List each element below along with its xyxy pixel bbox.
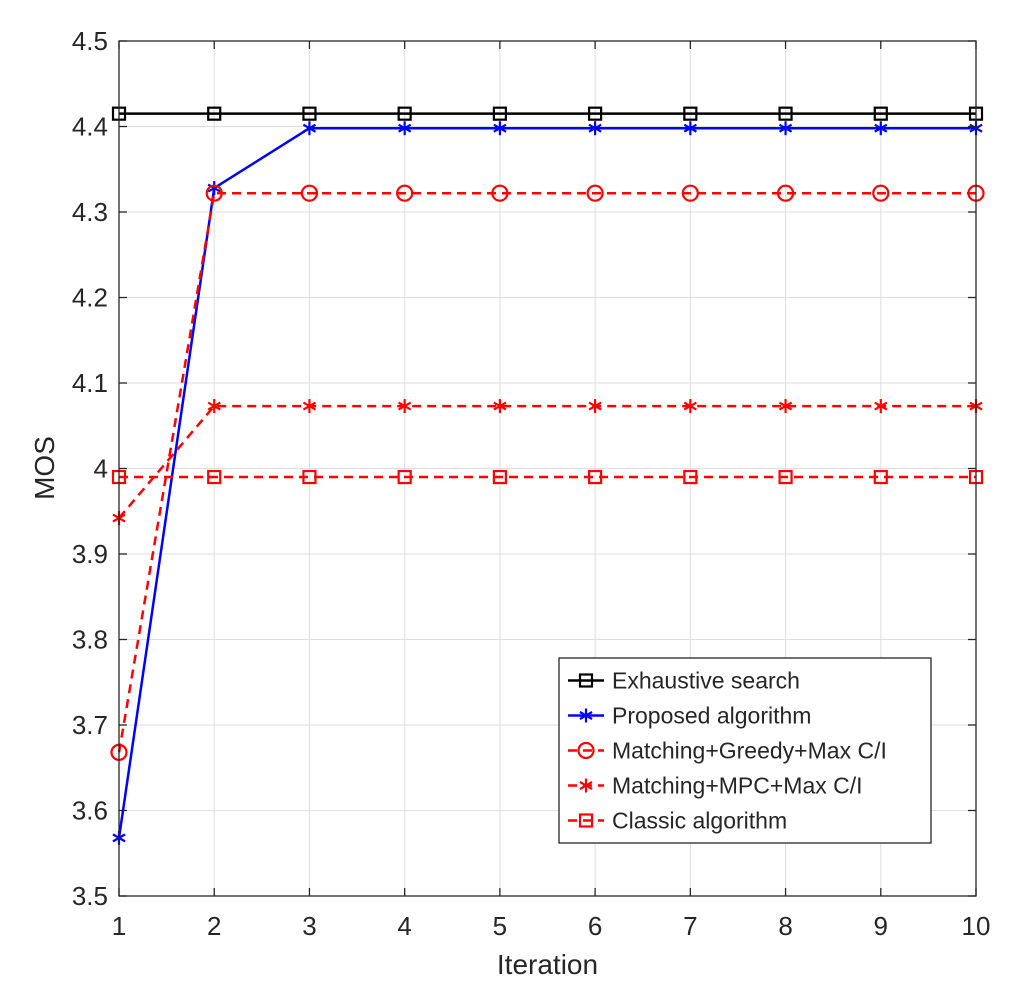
y-tick-label: 4.4 (72, 112, 108, 142)
legend-entry: Matching+MPC+Max C/I (568, 773, 863, 799)
x-tick-label: 9 (874, 911, 888, 941)
square-marker (683, 469, 698, 485)
square-marker (207, 106, 222, 121)
circle-marker (776, 184, 795, 202)
asterisk-marker (874, 399, 888, 414)
y-tick-label: 3.6 (72, 796, 108, 826)
asterisk-marker (683, 399, 697, 414)
axis-ticks: 1 2 3 4 5 6 7 8 9 10 3.5 3.6 3.7 3.8 3.9 4 4.1 4.2 4.3 4.4 4… (72, 26, 991, 941)
legend-label: Proposed algorithm (612, 703, 811, 729)
circle-marker (491, 184, 509, 202)
y-tick-label: 4 (94, 454, 108, 484)
square-marker (778, 469, 793, 485)
x-tick-label: 1 (112, 911, 126, 941)
legend-entry: Exhaustive search (568, 668, 800, 694)
legend-entry: Proposed algorithm (568, 703, 811, 729)
x-tick-label: 5 (493, 911, 507, 941)
legend: Exhaustive search Proposed algorithm Match… (558, 657, 932, 844)
y-tick-label: 4.5 (72, 26, 108, 56)
circle-marker (205, 184, 223, 202)
square-marker (588, 469, 603, 485)
square-marker (397, 469, 412, 485)
y-tick-label: 4.3 (72, 197, 108, 227)
square-marker (302, 106, 317, 121)
legend-entry: Matching+Greedy+Max C/I (568, 738, 887, 764)
legend-entry: Classic algorithm (568, 808, 787, 834)
legend-box (558, 657, 932, 844)
asterisk-marker (588, 399, 602, 414)
y-tick-label: 4.1 (72, 368, 108, 398)
asterisk-marker (588, 121, 602, 136)
y-tick-label: 3.7 (72, 710, 108, 740)
y-tick-label: 3.9 (72, 539, 108, 569)
x-tick-label: 6 (588, 911, 602, 941)
square-marker (397, 106, 412, 121)
circle-marker (396, 184, 414, 202)
asterisk-marker (302, 121, 317, 136)
y-tick-label: 3.8 (72, 625, 108, 655)
circle-marker (577, 741, 595, 760)
square-marker (207, 469, 222, 485)
y-axis-label: MOS (29, 436, 60, 500)
circle-marker (586, 184, 604, 202)
square-marker (492, 106, 507, 121)
asterisk-marker (493, 121, 507, 136)
legend-label: Matching+MPC+Max C/I (612, 773, 863, 799)
square-marker (578, 813, 594, 828)
square-marker (873, 106, 888, 121)
y-tick-label: 3.5 (72, 881, 108, 911)
x-tick-label: 7 (683, 911, 697, 941)
square-marker (683, 106, 698, 121)
y-tick-label: 4.2 (72, 283, 108, 313)
legend-label: Matching+Greedy+Max C/I (612, 738, 887, 764)
circle-marker (872, 184, 890, 202)
square-marker (302, 469, 317, 485)
square-marker (588, 106, 603, 121)
asterisk-marker (778, 399, 793, 414)
asterisk-marker (579, 778, 593, 793)
asterisk-marker (398, 121, 412, 136)
x-tick-label: 4 (397, 911, 411, 941)
x-tick-label: 8 (778, 911, 792, 941)
x-axis-label: Iteration (497, 949, 598, 980)
asterisk-marker (302, 399, 317, 414)
asterisk-marker (398, 399, 412, 414)
asterisk-marker (778, 121, 793, 136)
series-line (117, 126, 976, 839)
square-marker (873, 469, 888, 485)
asterisk-marker (683, 121, 697, 136)
asterisk-marker (207, 399, 221, 414)
legend-label: Exhaustive search (612, 668, 800, 694)
series-lines (110, 106, 985, 845)
square-marker (778, 106, 793, 121)
x-tick-label: 3 (302, 911, 316, 941)
circle-marker (681, 184, 699, 202)
x-tick-label: 10 (962, 911, 991, 941)
x-tick-label: 2 (207, 911, 221, 941)
series-line (118, 404, 976, 519)
legend-label: Classic algorithm (612, 808, 787, 834)
circle-marker (300, 184, 319, 202)
asterisk-marker (874, 121, 888, 136)
square-marker (492, 469, 507, 485)
asterisk-marker (579, 708, 593, 723)
series-line (117, 191, 976, 753)
square-marker (578, 673, 594, 688)
asterisk-marker (493, 399, 507, 414)
